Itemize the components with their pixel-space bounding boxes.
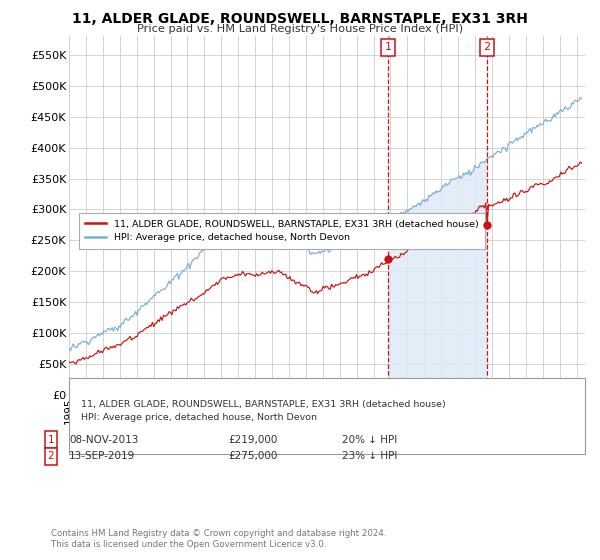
Text: Contains HM Land Registry data © Crown copyright and database right 2024.
This d: Contains HM Land Registry data © Crown c… [51,529,386,549]
Legend: 11, ALDER GLADE, ROUNDSWELL, BARNSTAPLE, EX31 3RH (detached house), HPI: Average: 11, ALDER GLADE, ROUNDSWELL, BARNSTAPLE,… [79,213,485,249]
Text: 08-NOV-2013: 08-NOV-2013 [69,435,139,445]
Text: 2: 2 [484,43,491,53]
Text: 1: 1 [385,43,391,53]
Text: HPI: Average price, detached house, North Devon: HPI: Average price, detached house, Nort… [81,413,317,422]
Text: £219,000: £219,000 [228,435,277,445]
Text: 11, ALDER GLADE, ROUNDSWELL, BARNSTAPLE, EX31 3RH: 11, ALDER GLADE, ROUNDSWELL, BARNSTAPLE,… [72,12,528,26]
Text: 13-SEP-2019: 13-SEP-2019 [69,451,135,461]
Text: 23% ↓ HPI: 23% ↓ HPI [342,451,397,461]
Text: Price paid vs. HM Land Registry's House Price Index (HPI): Price paid vs. HM Land Registry's House … [137,24,463,34]
Text: 11, ALDER GLADE, ROUNDSWELL, BARNSTAPLE, EX31 3RH (detached house): 11, ALDER GLADE, ROUNDSWELL, BARNSTAPLE,… [81,400,446,409]
Text: 20% ↓ HPI: 20% ↓ HPI [342,435,397,445]
Text: 2: 2 [47,451,55,461]
Text: £275,000: £275,000 [228,451,277,461]
Text: 1: 1 [47,435,55,445]
